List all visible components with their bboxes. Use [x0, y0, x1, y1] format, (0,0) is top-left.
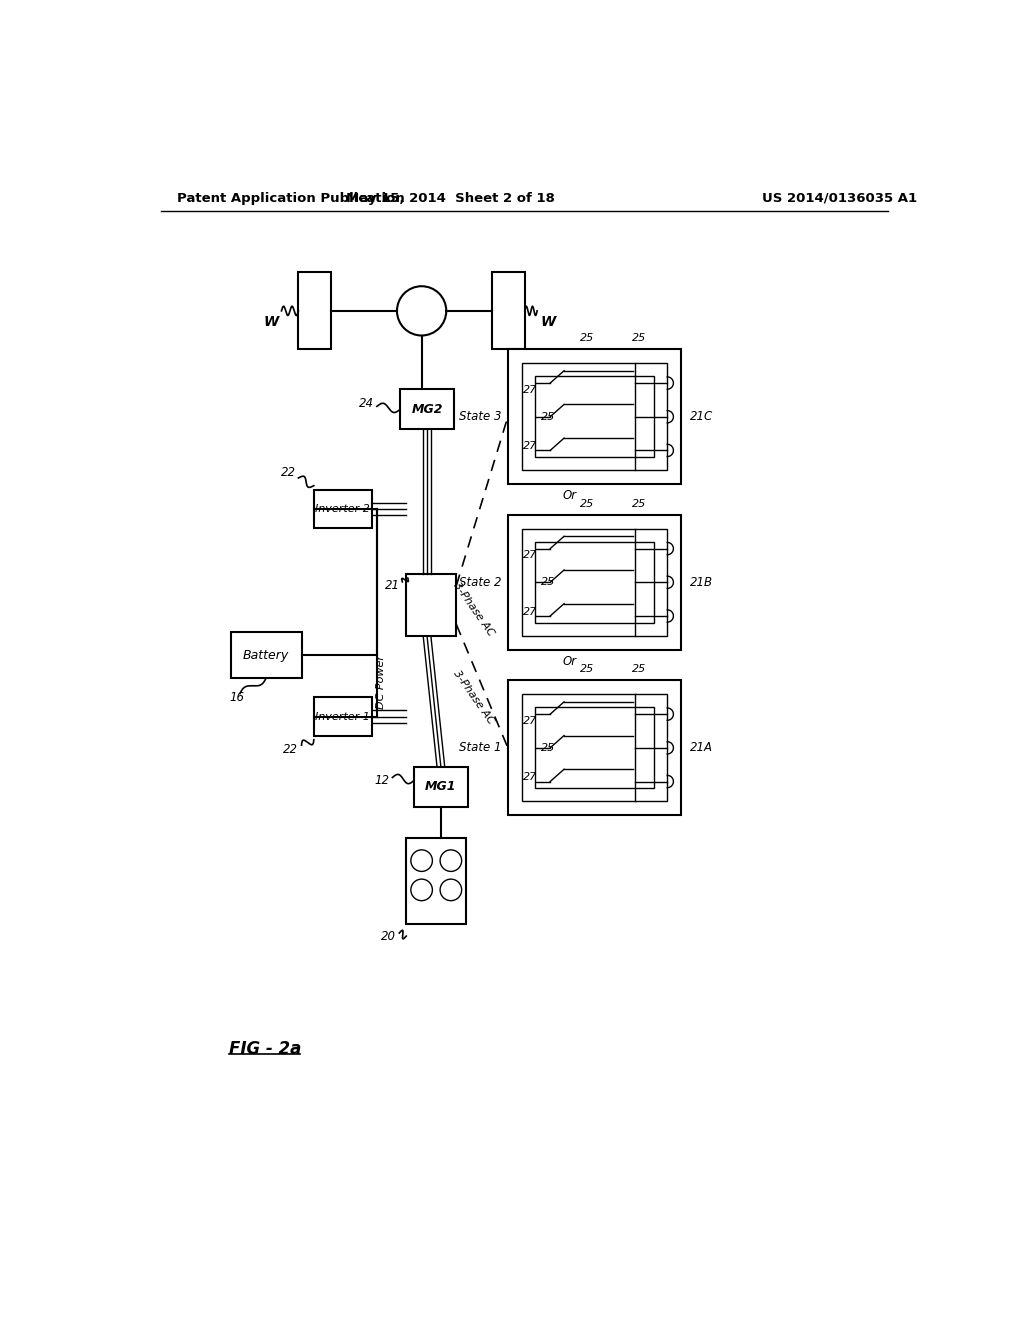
Text: 25: 25	[632, 333, 646, 343]
Text: Battery: Battery	[243, 648, 289, 661]
Text: 25: 25	[541, 577, 555, 587]
Bar	[493, 272, 525, 350]
Bar	[230, 632, 301, 678]
Text: 24: 24	[358, 397, 374, 409]
Text: May 15, 2014  Sheet 2 of 18: May 15, 2014 Sheet 2 of 18	[346, 191, 555, 205]
Text: US 2014/0136035 A1: US 2014/0136035 A1	[762, 191, 918, 205]
Text: 25: 25	[541, 743, 555, 752]
Bar	[414, 767, 468, 807]
Text: Or: Or	[562, 655, 577, 668]
Circle shape	[397, 286, 446, 335]
Bar	[508, 515, 681, 649]
Text: 25: 25	[580, 499, 594, 508]
Text: W: W	[541, 314, 556, 329]
Circle shape	[411, 850, 432, 871]
Text: 22: 22	[284, 743, 298, 756]
Bar	[407, 838, 466, 924]
Text: 27: 27	[523, 441, 538, 451]
Text: 21B: 21B	[690, 576, 714, 589]
Text: 25: 25	[541, 412, 555, 421]
Text: Inverter 2: Inverter 2	[315, 504, 370, 513]
Text: 20: 20	[381, 929, 396, 942]
Text: MG1: MG1	[425, 780, 457, 793]
Bar	[535, 376, 654, 457]
Bar	[508, 681, 681, 816]
Text: 27: 27	[523, 772, 538, 783]
Text: W: W	[263, 314, 279, 329]
Text: 25: 25	[580, 333, 594, 343]
Circle shape	[411, 879, 432, 900]
Bar	[521, 363, 668, 470]
Text: 25: 25	[632, 499, 646, 508]
Bar	[508, 350, 681, 484]
Text: 22: 22	[282, 466, 296, 479]
Text: State 2: State 2	[459, 576, 502, 589]
Bar	[535, 541, 654, 623]
Text: 12: 12	[375, 774, 389, 787]
Bar	[298, 272, 331, 350]
Text: 16: 16	[229, 690, 245, 704]
Circle shape	[440, 850, 462, 871]
Text: Inverter 1: Inverter 1	[315, 711, 370, 722]
Circle shape	[440, 879, 462, 900]
Text: 25: 25	[580, 664, 594, 675]
Text: Or: Or	[562, 490, 577, 502]
Text: 21: 21	[385, 579, 400, 593]
Text: DC Power: DC Power	[376, 655, 386, 709]
Text: MG2: MG2	[412, 403, 442, 416]
Bar	[535, 708, 654, 788]
Bar	[521, 694, 668, 801]
Text: State 3: State 3	[459, 411, 502, 424]
Bar	[313, 697, 372, 737]
Text: 21C: 21C	[690, 411, 714, 424]
Bar	[521, 529, 668, 636]
Bar	[313, 490, 372, 528]
Text: 27: 27	[523, 607, 538, 616]
Bar	[407, 574, 457, 636]
Text: 27: 27	[523, 550, 538, 560]
Text: State 1: State 1	[459, 742, 502, 754]
Text: 25: 25	[632, 664, 646, 675]
Text: 21A: 21A	[690, 742, 714, 754]
Text: 27: 27	[523, 385, 538, 395]
Text: FIG - 2a: FIG - 2a	[229, 1040, 301, 1059]
Text: 27: 27	[523, 715, 538, 726]
Text: 3-Phase AC: 3-Phase AC	[451, 669, 496, 726]
Bar	[400, 389, 454, 429]
Text: Patent Application Publication: Patent Application Publication	[177, 191, 404, 205]
Text: 3-Phase AC: 3-Phase AC	[451, 579, 496, 638]
